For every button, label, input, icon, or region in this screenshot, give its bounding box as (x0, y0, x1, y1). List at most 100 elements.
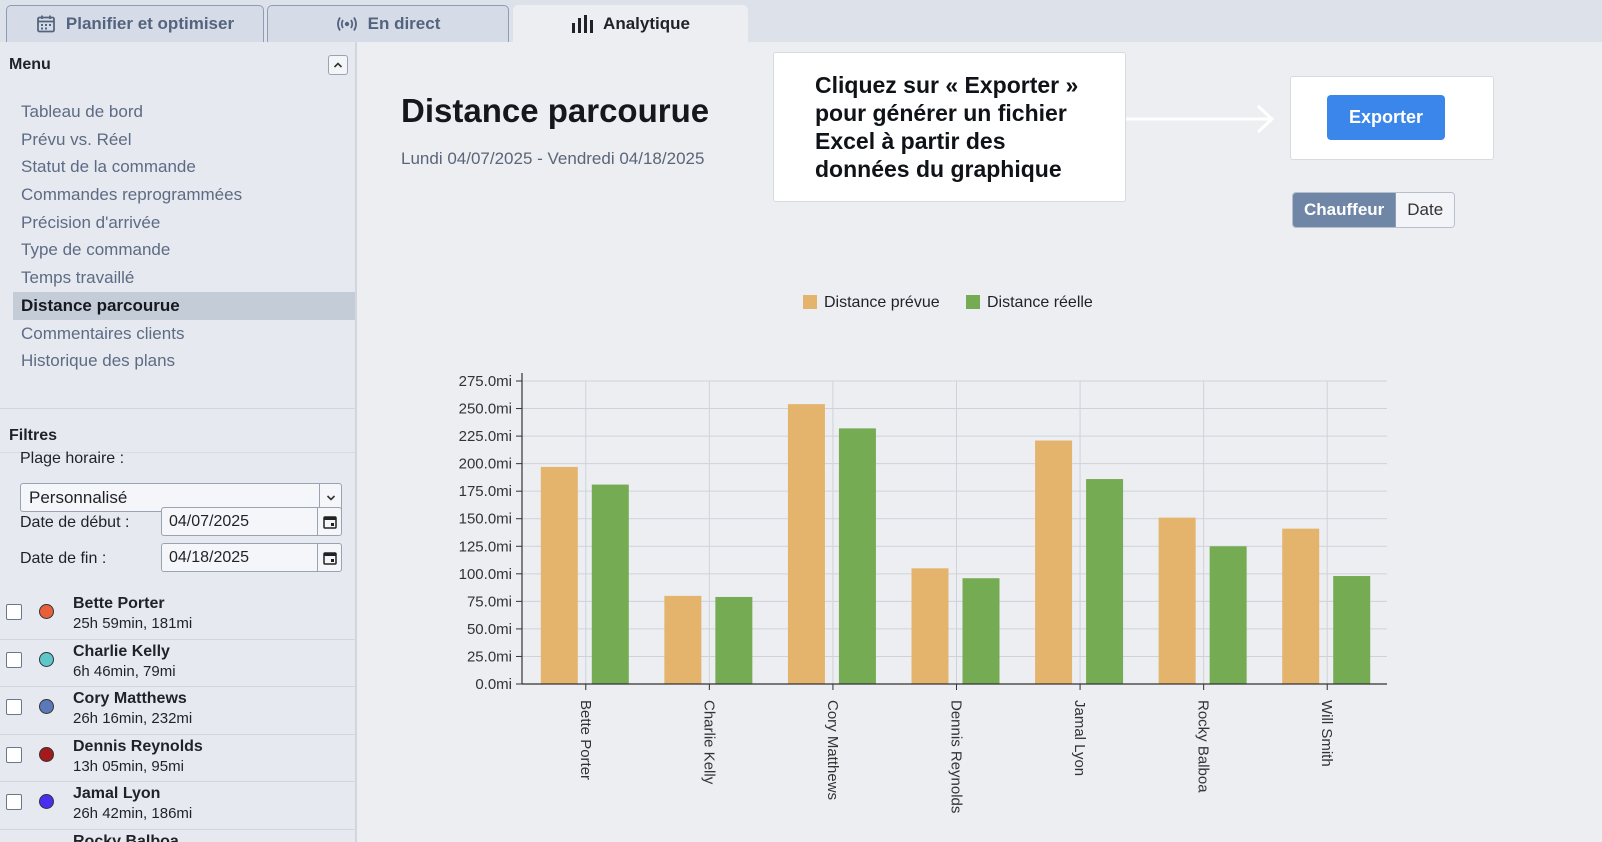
distance-chart: Distance prévue Distance réelle 0.0mi 25.0m… (357, 270, 1602, 842)
driver-checkbox[interactable] (6, 699, 22, 715)
time-range-label: Plage horaire : (20, 450, 125, 467)
driver-checkbox[interactable] (6, 604, 22, 620)
bar (664, 595, 702, 684)
x-tick-label: Will Smith (1318, 700, 1335, 767)
y-tick-label: 25.0mi (467, 648, 512, 665)
tab-analytique[interactable]: Analytique (513, 5, 748, 42)
end-date-input[interactable]: 04/18/2025 (161, 543, 342, 572)
menu-list: Tableau de bord Prévu vs. Réel Statut de… (13, 98, 355, 375)
driver-list: Bette Porter 25h 59min, 181mi Charlie Ke… (0, 592, 355, 842)
menu-item-commandes-reprogrammees[interactable]: Commandes reprogrammées (21, 185, 243, 205)
menu-item-type-commande[interactable]: Type de commande (21, 240, 171, 260)
y-tick-label: 225.0mi (459, 428, 512, 445)
legend-label: Distance réelle (987, 294, 1093, 311)
bar (962, 578, 1000, 684)
bar-chart-icon (571, 15, 594, 33)
time-range-value: Personnalisé (29, 488, 128, 507)
menu-item-precision-arrivee[interactable]: Précision d'arrivée (21, 212, 161, 232)
page-title: Distance parcourue (401, 92, 710, 129)
sidebar: Menu Tableau de bord Prévu vs. Réel Stat… (0, 42, 357, 842)
y-tick-label: 175.0mi (459, 483, 512, 500)
y-tick-label: 250.0mi (459, 401, 512, 418)
driver-row[interactable]: Dennis Reynolds 13h 05min, 95mi (0, 735, 355, 782)
calendar-icon[interactable] (317, 544, 341, 571)
export-hint-callout: Cliquez sur « Exporter » pour générer un… (773, 52, 1126, 202)
menu-item-commentaires-clients[interactable]: Commentaires clients (21, 323, 185, 343)
bar (1158, 517, 1196, 684)
bar (1035, 440, 1073, 684)
menu-item-tableau-de-bord[interactable]: Tableau de bord (21, 102, 143, 121)
chart-svg: Distance prévue Distance réelle 0.0mi 25.0m… (459, 294, 1387, 813)
tab-en-direct[interactable]: En direct (267, 5, 509, 42)
chevron-down-icon (319, 484, 341, 511)
driver-color-dot (39, 604, 54, 619)
driver-color-dot (39, 746, 54, 762)
tab-label: En direct (367, 14, 441, 33)
driver-color-dot (39, 794, 54, 809)
menu-item-temps-travaille[interactable]: Temps travaillé (21, 268, 135, 288)
end-date-label: Date de fin : (20, 550, 107, 567)
date-range-subtitle: Lundi 04/07/2025 - Vendredi 04/18/2025 (401, 149, 705, 168)
bar (540, 466, 578, 684)
divider (0, 408, 355, 409)
y-tick-label: 0.0mi (475, 676, 512, 693)
driver-name: Bette Porter (73, 595, 165, 612)
y-tick-label: 150.0mi (459, 511, 512, 528)
x-tick-label: Cory Matthews (824, 700, 841, 800)
menu-item-distance-parcourue[interactable]: Distance parcourue (13, 291, 355, 320)
x-tick-label: Bette Porter (577, 700, 594, 780)
menu-item-prevu-vs-reel[interactable]: Prévu vs. Réel (21, 129, 132, 149)
toggle-date[interactable]: Date (1396, 193, 1455, 227)
driver-color-dot (39, 651, 54, 667)
bar (1086, 479, 1124, 684)
bar (715, 596, 753, 684)
x-tick-label: Dennis Reynolds (948, 700, 965, 813)
driver-row[interactable]: Cory Matthews 26h 16min, 232mi (0, 687, 355, 735)
driver-checkbox[interactable] (6, 794, 22, 810)
y-tick-label: 275.0mi (459, 373, 512, 390)
menu-title: Menu (9, 56, 51, 73)
top-tab-bar: Planifier et optimiser En direct Analyti… (0, 0, 1602, 42)
bar (838, 428, 876, 684)
end-date-value: 04/18/2025 (169, 549, 250, 566)
calendar-icon[interactable] (317, 508, 341, 535)
y-tick-label: 125.0mi (459, 538, 512, 555)
driver-name: Rocky Balboa (73, 832, 179, 842)
divider (0, 452, 355, 453)
group-by-toggle: Chauffeur Date (1292, 192, 1456, 228)
bar (1333, 576, 1371, 684)
toggle-chauffeur[interactable]: Chauffeur (1293, 193, 1397, 227)
export-button[interactable]: Exporter (1327, 95, 1445, 140)
driver-stats: 25h 59min, 181mi (73, 615, 193, 632)
driver-checkbox[interactable] (6, 746, 22, 763)
driver-stats: 13h 05min, 95mi (73, 757, 184, 775)
driver-stats: 26h 16min, 232mi (73, 710, 193, 727)
bar (787, 404, 825, 684)
driver-checkbox[interactable] (6, 651, 22, 668)
driver-row[interactable]: Bette Porter 25h 59min, 181mi (0, 592, 355, 640)
start-date-label: Date de début : (20, 514, 130, 531)
bar (591, 484, 629, 684)
export-card: Exporter (1290, 76, 1494, 160)
driver-name: Dennis Reynolds (73, 737, 203, 755)
collapse-menu-button[interactable] (328, 55, 348, 75)
menu-item-historique-plans[interactable]: Historique des plans (21, 351, 176, 371)
tab-label: Planifier et optimiser (65, 14, 235, 33)
legend-swatch (966, 295, 980, 309)
y-tick-label: 200.0mi (459, 456, 512, 473)
start-date-input[interactable]: 04/07/2025 (161, 507, 342, 536)
filters-title: Filtres (9, 427, 58, 444)
driver-name: Cory Matthews (73, 690, 187, 707)
driver-row[interactable]: Rocky Balboa (0, 830, 355, 842)
y-tick-label: 100.0mi (459, 566, 512, 583)
tab-planifier[interactable]: Planifier et optimiser (6, 5, 264, 42)
arrow-right-icon (1126, 104, 1276, 139)
legend-label: Distance prévue (824, 294, 940, 311)
tab-label: Analytique (603, 14, 690, 33)
driver-row[interactable]: Jamal Lyon 26h 42min, 186mi (0, 782, 355, 830)
x-tick-label: Charlie Kelly (700, 700, 717, 785)
x-tick-label: Rocky Balboa (1195, 700, 1212, 793)
driver-stats: 6h 46min, 79mi (73, 662, 176, 680)
driver-row[interactable]: Charlie Kelly 6h 46min, 79mi (0, 640, 355, 687)
menu-item-statut-commande[interactable]: Statut de la commande (21, 157, 196, 177)
